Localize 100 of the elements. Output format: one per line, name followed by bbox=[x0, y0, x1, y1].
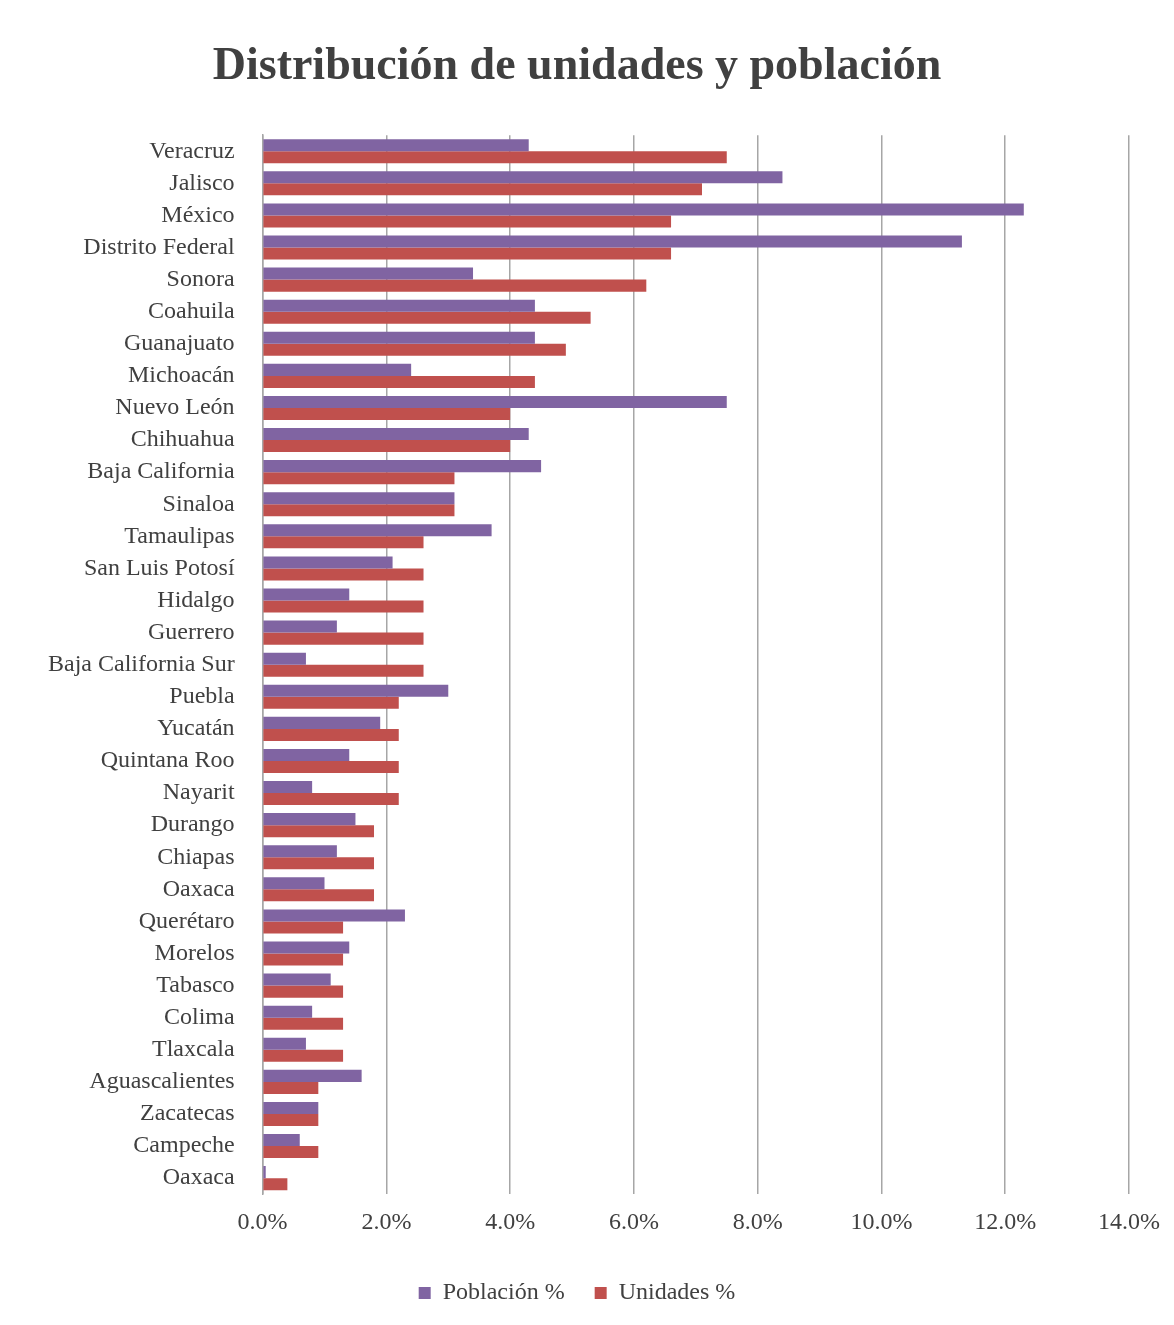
y-tick-label: México bbox=[161, 200, 235, 227]
bar bbox=[263, 748, 350, 761]
bar bbox=[263, 1069, 362, 1082]
bar bbox=[263, 492, 455, 505]
bar bbox=[263, 504, 455, 517]
bar bbox=[263, 1166, 266, 1179]
bar bbox=[263, 845, 337, 858]
bar bbox=[263, 877, 325, 890]
bar bbox=[263, 973, 331, 986]
y-tick-label: Nuevo León bbox=[115, 393, 235, 420]
bar bbox=[263, 472, 455, 485]
y-tick-label: Tamaulipas bbox=[124, 521, 235, 548]
y-tick-label: Guanajuato bbox=[124, 329, 235, 356]
x-tick-label: 12.0% bbox=[974, 1207, 1037, 1234]
y-tick-label: Jalisco bbox=[169, 168, 235, 195]
bar bbox=[263, 620, 337, 633]
x-tick-label: 4.0% bbox=[485, 1207, 536, 1234]
bar bbox=[263, 588, 350, 601]
y-tick-label: Puebla bbox=[169, 682, 235, 709]
bar bbox=[263, 395, 727, 408]
x-tick-label: 10.0% bbox=[850, 1207, 913, 1234]
bar bbox=[263, 1037, 306, 1050]
bar bbox=[263, 343, 566, 356]
bar bbox=[263, 684, 449, 697]
bar bbox=[263, 909, 405, 922]
bar bbox=[263, 921, 344, 934]
bar bbox=[263, 524, 492, 537]
bar bbox=[263, 632, 424, 645]
bar bbox=[263, 267, 474, 280]
y-tick-label: San Luis Potosí bbox=[83, 553, 235, 580]
legend-label: Unidades % bbox=[618, 1278, 736, 1305]
y-tick-label: Aguascalientes bbox=[89, 1067, 235, 1094]
y-tick-label: Hidalgo bbox=[157, 585, 235, 612]
y-tick-label: Morelos bbox=[154, 938, 235, 965]
bar bbox=[263, 728, 399, 741]
bar bbox=[263, 568, 424, 581]
bar bbox=[263, 1081, 319, 1094]
bar bbox=[263, 857, 375, 870]
y-tick-label: Oaxaca bbox=[162, 874, 235, 901]
bar bbox=[263, 716, 381, 729]
y-tick-label: Distrito Federal bbox=[83, 232, 235, 259]
bar bbox=[263, 1178, 288, 1191]
y-tick-label: Durango bbox=[150, 810, 235, 837]
y-tick-label: Sinaloa bbox=[162, 489, 235, 516]
bar bbox=[263, 428, 529, 441]
y-tick-label: Coahuila bbox=[147, 297, 235, 323]
y-tick-label: Tabasco bbox=[156, 970, 235, 997]
y-tick-label: Zacatecas bbox=[140, 1099, 235, 1126]
bar bbox=[263, 151, 727, 164]
x-tick-label: 8.0% bbox=[732, 1207, 783, 1234]
bar bbox=[263, 1101, 319, 1114]
bar bbox=[263, 781, 313, 794]
bar bbox=[263, 793, 399, 806]
bar bbox=[263, 696, 399, 709]
legend-label: Población % bbox=[442, 1278, 565, 1305]
bar bbox=[263, 941, 350, 954]
y-tick-label: Baja California Sur bbox=[48, 650, 235, 676]
bar bbox=[263, 375, 535, 388]
bar bbox=[263, 1113, 319, 1127]
y-tick-label: Nayarit bbox=[162, 778, 235, 805]
bar bbox=[263, 171, 783, 184]
bar bbox=[263, 460, 542, 473]
y-tick-label: Chiapas bbox=[157, 842, 235, 869]
bar bbox=[263, 139, 529, 152]
y-tick-label: Quintana Roo bbox=[100, 746, 235, 773]
y-tick-label: Yucatán bbox=[157, 714, 235, 741]
x-tick-label: 2.0% bbox=[361, 1207, 412, 1234]
y-tick-label: Querétaro bbox=[138, 906, 235, 933]
bar bbox=[263, 664, 424, 677]
bar bbox=[263, 813, 356, 826]
y-tick-label: Sonora bbox=[166, 264, 235, 291]
bar bbox=[263, 215, 672, 228]
x-tick-label: 14.0% bbox=[1098, 1207, 1160, 1234]
y-tick-label: Tlaxcala bbox=[152, 1035, 235, 1062]
bar bbox=[263, 183, 702, 196]
bar bbox=[263, 299, 535, 312]
y-tick-label: Chihuahua bbox=[130, 425, 235, 452]
bar bbox=[263, 985, 344, 998]
bar bbox=[263, 953, 344, 966]
bar bbox=[263, 1146, 319, 1159]
bar bbox=[263, 279, 647, 292]
bar bbox=[263, 600, 424, 613]
bar bbox=[263, 556, 393, 569]
y-tick-label: Veracruz bbox=[149, 136, 235, 163]
x-tick-label: 6.0% bbox=[608, 1207, 659, 1234]
bar bbox=[263, 1049, 344, 1062]
bar bbox=[263, 1005, 313, 1018]
bar bbox=[263, 760, 399, 774]
bar bbox=[263, 889, 375, 902]
y-tick-label: Campeche bbox=[133, 1131, 235, 1158]
bar bbox=[263, 1134, 300, 1147]
bar bbox=[263, 311, 591, 324]
y-tick-label: Oaxaca bbox=[162, 1163, 235, 1190]
y-tick-label: Baja California bbox=[87, 457, 235, 484]
bar bbox=[263, 407, 511, 421]
bar bbox=[263, 331, 535, 344]
bar bbox=[263, 247, 672, 260]
bar bbox=[263, 440, 511, 453]
bar bbox=[263, 825, 375, 838]
x-tick-label: 0.0% bbox=[237, 1207, 288, 1234]
